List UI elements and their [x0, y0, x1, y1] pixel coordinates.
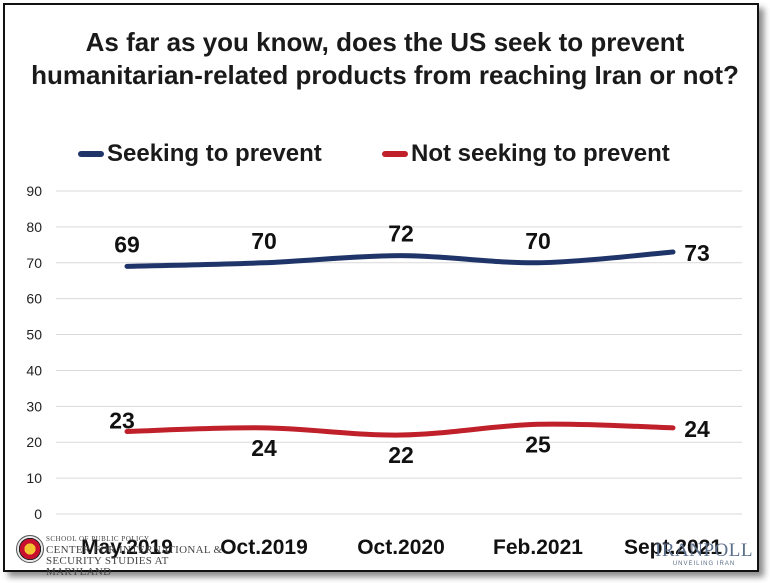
data-label-1-1: 24: [251, 435, 277, 461]
data-label-1-0: 23: [109, 407, 135, 433]
legend-swatch-not-seeking: [382, 151, 408, 157]
legend-item-not-seeking: Not seeking to prevent: [382, 140, 670, 168]
data-point-1-0: [125, 429, 129, 433]
chart-title-line-2: humanitarian-related products from reach…: [31, 60, 739, 90]
iranpoll-tagline: UNVEILING IRAN: [672, 561, 736, 567]
y-tick-label-90: 90: [26, 183, 42, 199]
legend-swatch-seeking: [78, 151, 104, 157]
data-point-1-4: [671, 426, 675, 430]
legend-label-not-seeking: Not seeking to prevent: [411, 140, 670, 167]
x-tick-label-3: Feb.2021: [493, 536, 583, 559]
series-line-0: [124, 249, 676, 269]
data-label-1-3: 25: [525, 431, 551, 457]
x-tick-label-2: Oct.2020: [357, 536, 445, 559]
data-point-0-1: [262, 261, 266, 265]
logo-security-line: SECURITY STUDIES AT MARYLAND: [46, 555, 169, 578]
legend-label-seeking: Seeking to prevent: [107, 140, 322, 167]
logo-school-line: SCHOOL OF PUBLIC POLICY: [46, 535, 150, 543]
university-seal-icon: [16, 535, 44, 563]
data-point-1-1: [262, 426, 266, 430]
data-label-0-3: 70: [525, 228, 551, 254]
y-tick-label-60: 60: [26, 291, 42, 307]
data-label-0-1: 70: [251, 228, 277, 254]
legend: Seeking to prevent Not seeking to preven…: [0, 140, 770, 170]
x-tick-label-4: Sept.2021: [624, 536, 722, 559]
x-tick-label-1: Oct.2019: [220, 536, 308, 559]
y-tick-label-40: 40: [26, 362, 42, 378]
data-point-1-3: [536, 422, 540, 426]
series-line-1: [124, 421, 676, 438]
data-label-0-2: 72: [388, 221, 414, 247]
y-tick-label-0: 0: [34, 506, 42, 522]
data-point-0-4: [671, 250, 675, 254]
chart-title-line-1: As far as you know, does the US seek to …: [85, 27, 685, 57]
data-label-0-0: 69: [114, 231, 140, 257]
legend-item-seeking: Seeking to prevent: [78, 140, 322, 168]
chart-title: As far as you know, does the US seek to …: [0, 26, 770, 92]
chart-frame: [3, 3, 759, 572]
data-label-0-4: 73: [684, 240, 710, 266]
y-tick-label-20: 20: [26, 434, 42, 450]
data-point-0-2: [399, 254, 403, 258]
maryland-cissm-logo: SCHOOL OF PUBLIC POLICY CENTER FOR INTER…: [16, 532, 226, 578]
data-label-1-2: 22: [388, 442, 414, 468]
data-point-1-2: [399, 433, 403, 437]
y-tick-label-50: 50: [26, 327, 42, 343]
data-label-1-4: 24: [684, 416, 710, 442]
y-tick-label-70: 70: [26, 255, 42, 271]
data-point-0-3: [536, 261, 540, 265]
iranpoll-logo: IRANPOLL UNVEILING IRAN: [654, 540, 754, 568]
iranpoll-name: IRANPOLL: [655, 540, 753, 561]
x-tick-label-0: May.2019: [81, 536, 173, 559]
y-tick-label-10: 10: [26, 470, 42, 486]
y-tick-label-30: 30: [26, 398, 42, 414]
y-tick-label-80: 80: [26, 219, 42, 235]
data-point-0-0: [125, 264, 129, 268]
logo-center-line: CENTER FOR INTERNATIONAL &: [46, 544, 223, 556]
